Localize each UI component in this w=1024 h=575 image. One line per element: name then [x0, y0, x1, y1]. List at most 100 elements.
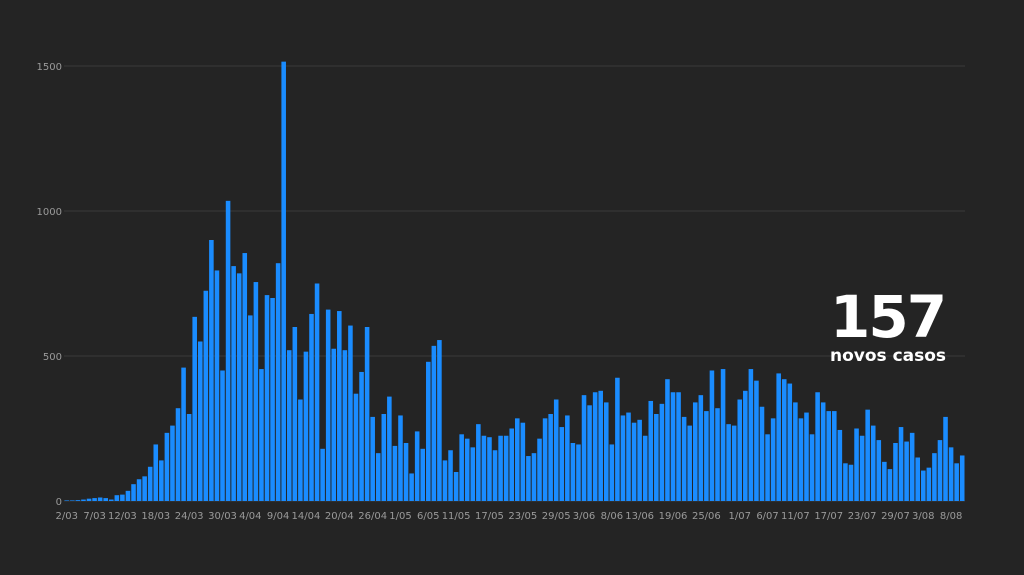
- y-tick-label: 1500: [37, 62, 62, 73]
- bar: [882, 461, 887, 501]
- bar: [731, 425, 737, 501]
- x-tick-label: 3/08: [912, 511, 934, 522]
- gridlines: [64, 65, 965, 502]
- bar: [909, 432, 915, 501]
- x-tick-label: 8/08: [940, 511, 962, 522]
- bar: [565, 415, 570, 501]
- x-tick-label: 29/07: [881, 511, 910, 522]
- bar: [403, 443, 409, 501]
- bar: [737, 399, 743, 501]
- bar: [370, 416, 375, 501]
- bar: [292, 327, 298, 501]
- bar: [921, 470, 926, 501]
- bar: [887, 469, 893, 501]
- bar: [620, 415, 626, 501]
- bar: [153, 444, 159, 501]
- bar: [214, 270, 220, 501]
- bar: [114, 495, 120, 501]
- bar: [426, 361, 431, 501]
- bar: [515, 418, 520, 501]
- bar: [698, 395, 704, 501]
- bar: [131, 484, 136, 501]
- bar: [709, 370, 715, 501]
- bar: [765, 434, 770, 501]
- bar: [409, 473, 414, 501]
- bar: [220, 370, 225, 501]
- bar: [487, 437, 492, 501]
- bar: [253, 282, 259, 501]
- bar: [576, 444, 581, 501]
- bar: [476, 424, 481, 501]
- bar: [776, 373, 781, 501]
- x-tick-label: 4/04: [239, 511, 261, 522]
- bar: [353, 393, 359, 501]
- bar: [676, 392, 681, 501]
- bar: [387, 396, 392, 501]
- bar: [503, 435, 509, 501]
- bar: [314, 283, 320, 501]
- bar: [342, 350, 348, 501]
- bar: [392, 445, 398, 501]
- bar: [464, 438, 470, 501]
- x-tick-label: 17/05: [475, 511, 504, 522]
- bar: [637, 419, 642, 501]
- bar: [192, 316, 197, 501]
- bar: [325, 309, 331, 501]
- bar: [793, 402, 798, 501]
- bar: [498, 435, 503, 501]
- bar: [359, 371, 364, 501]
- y-tick-label: 500: [43, 352, 62, 363]
- bar: [659, 403, 665, 501]
- bar: [453, 472, 459, 501]
- bar: [915, 457, 921, 501]
- bar: [587, 405, 592, 501]
- x-axis-ticks: 2/03 7/03 12/03 18/03 24/03 30/03 4/04 9/04 14/0…: [56, 511, 963, 522]
- bar: [281, 61, 286, 502]
- x-tick-label: 12/03: [108, 511, 137, 522]
- new-cases-number: 157: [830, 283, 947, 351]
- bar: [248, 315, 253, 501]
- bar: [798, 418, 804, 501]
- bar: [170, 425, 175, 501]
- bar: [175, 408, 181, 501]
- bar: [615, 377, 620, 501]
- bar: [720, 369, 726, 501]
- bar: [442, 460, 448, 501]
- x-tick-label: 8/06: [601, 511, 623, 522]
- x-tick-label: 29/05: [542, 511, 571, 522]
- bar: [743, 390, 748, 501]
- bar: [609, 444, 615, 501]
- bar: [692, 402, 698, 501]
- bar: [348, 325, 353, 501]
- bar: [581, 395, 587, 501]
- bar: [687, 425, 692, 501]
- bar: [781, 379, 787, 501]
- x-tick-label: 3/06: [573, 511, 595, 522]
- bar: [103, 498, 108, 501]
- bar: [125, 490, 131, 501]
- bar: [959, 455, 965, 501]
- bar: [470, 447, 476, 501]
- bar: [320, 448, 325, 501]
- bar: [943, 416, 948, 501]
- x-tick-label: 14/04: [292, 511, 321, 522]
- bar: [448, 450, 453, 501]
- bar: [948, 447, 954, 501]
- bar: [592, 392, 598, 501]
- x-tick-label: 18/03: [141, 511, 170, 522]
- bar: [75, 500, 81, 501]
- bar: [298, 399, 303, 501]
- bar: [759, 406, 765, 501]
- bar: [626, 412, 631, 501]
- x-tick-label: 25/06: [692, 511, 721, 522]
- bar: [893, 443, 898, 501]
- bar: [147, 466, 153, 501]
- bar: [120, 494, 125, 501]
- bar: [603, 402, 609, 501]
- x-tick-label: 19/06: [659, 511, 688, 522]
- bar: [337, 311, 342, 501]
- bar: [420, 448, 426, 501]
- x-tick-label: 6/07: [756, 511, 778, 522]
- bar: [92, 498, 97, 501]
